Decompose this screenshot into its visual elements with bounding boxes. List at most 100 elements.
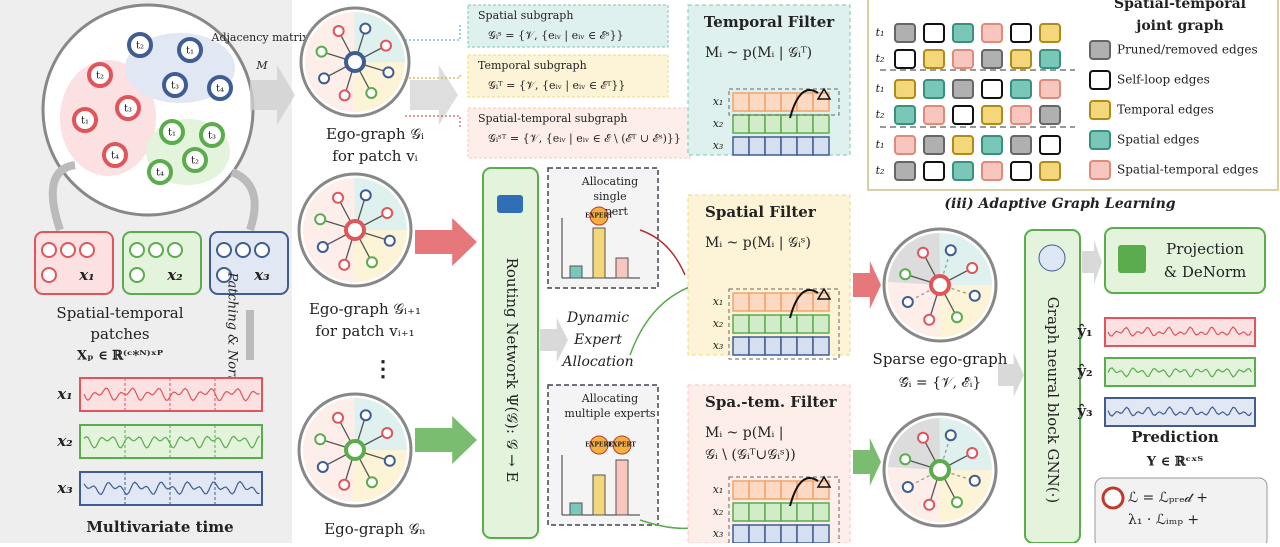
series-label: x₁ <box>56 385 73 403</box>
ego-node <box>950 496 963 509</box>
bar <box>615 257 629 279</box>
prediction-formula: Y ∈ ℝᶜˣᵀ <box>1146 455 1203 470</box>
matrix-cell <box>923 23 945 43</box>
target-icon <box>1101 486 1125 510</box>
ego-label: Ego-graph 𝒢ᵢ₊₁ <box>309 300 421 318</box>
node <box>162 72 188 98</box>
matrix-cell <box>981 135 1003 155</box>
ego-node <box>365 86 378 99</box>
legend-swatch <box>1089 100 1111 120</box>
matrix-cell <box>1010 49 1032 69</box>
hub <box>344 51 366 73</box>
subgraph-box <box>467 54 669 98</box>
badge <box>612 435 632 455</box>
legend-item: Pruned/removed edges <box>1117 43 1258 57</box>
patches-title: patches <box>90 325 149 343</box>
cluster <box>60 60 156 176</box>
ego-node <box>315 45 328 58</box>
matrix-cell <box>1039 105 1061 125</box>
mask-arrow <box>789 289 819 319</box>
patch-label: x₃ <box>253 266 270 284</box>
cell <box>812 114 830 134</box>
ego-label: Ego-graph 𝒢ᵢ <box>326 125 424 143</box>
node <box>199 122 225 148</box>
matrix-cell <box>894 161 916 181</box>
curve-arrow <box>48 161 76 232</box>
cell <box>764 524 782 544</box>
legend-swatch <box>1089 160 1111 180</box>
cell <box>748 92 766 112</box>
matrix-cell <box>981 49 1003 69</box>
router-icon <box>497 195 523 213</box>
badge-text: EXPERT <box>585 213 613 220</box>
node <box>87 62 113 88</box>
bar <box>569 502 583 516</box>
ego-label: Ego-graph 𝒢ₙ <box>324 520 426 538</box>
matrix-symbol: M <box>255 59 268 72</box>
row-label: x₂ <box>713 505 724 518</box>
cell <box>748 314 766 334</box>
arrow <box>415 218 477 266</box>
cell <box>732 136 750 156</box>
cell <box>748 480 766 500</box>
prediction-label: ŷ₁ <box>1076 322 1092 340</box>
bar <box>592 474 606 516</box>
ego-node <box>901 295 914 308</box>
loss-box <box>1094 477 1268 547</box>
prediction-title: Prediction <box>1131 428 1219 446</box>
allocation-text: single <box>593 190 626 203</box>
cell <box>812 336 830 356</box>
cell <box>796 114 814 134</box>
loss-text: λ₁ · ℒᵢₘₚ + <box>1128 512 1199 528</box>
sparse-label: Sparse ego-graph <box>873 350 1008 368</box>
ego-node <box>917 431 930 444</box>
filter-formula: Mᵢ ~ p(Mᵢ | 𝒢ᵢˢ) <box>705 235 811 251</box>
ego-node <box>968 474 981 487</box>
patch-node <box>216 267 232 283</box>
matrix-cell <box>981 23 1003 43</box>
node <box>102 142 128 168</box>
ego-node <box>365 256 378 269</box>
badge <box>589 435 609 455</box>
matrix-cell <box>894 105 916 125</box>
projection-label: & DeNorm <box>1164 263 1247 281</box>
ego-node <box>316 460 329 473</box>
cell <box>812 314 830 334</box>
legend-swatch <box>1089 40 1111 60</box>
cell <box>748 524 766 544</box>
matrix-cell <box>952 79 974 99</box>
cell <box>764 92 782 112</box>
matrix-cell <box>1039 49 1061 69</box>
cell <box>764 292 782 312</box>
cell <box>796 524 814 544</box>
mask-box <box>728 88 840 116</box>
node <box>72 107 98 133</box>
ego-node <box>332 411 345 424</box>
allocation-text: Allocating <box>581 392 638 405</box>
node <box>159 119 185 145</box>
allocation-text: multiple experts <box>564 407 655 420</box>
ego-node <box>359 22 372 35</box>
matrix-cell <box>894 49 916 69</box>
ego-node <box>950 311 963 324</box>
matrix-cell <box>981 105 1003 125</box>
matrix-cell <box>952 135 974 155</box>
filter-formula: 𝒢ᵢ \ (𝒢ᵢᵀ∪𝒢ᵢˢ)) <box>705 447 796 463</box>
routing-box <box>482 167 539 539</box>
cell <box>812 136 830 156</box>
matrix-cell <box>952 105 974 125</box>
filter-formula: Mᵢ ~ p(Mᵢ | 𝒢ᵢᵀ) <box>705 45 812 61</box>
bar <box>592 227 606 279</box>
mask-arrow <box>789 477 819 507</box>
matrix-label: Adjacency matrix <box>211 31 310 44</box>
cell <box>780 92 798 112</box>
node-label: t₁ <box>81 116 89 127</box>
subgraph-name: Spatial-temporal subgraph <box>478 112 627 125</box>
ego-node <box>332 191 345 204</box>
ego-node <box>382 66 395 79</box>
arrow <box>998 353 1024 397</box>
subgraph-box <box>467 4 669 48</box>
legend-title: Spatial-temporal <box>1114 0 1246 12</box>
cell <box>764 502 782 522</box>
row-label: x₃ <box>713 339 724 352</box>
